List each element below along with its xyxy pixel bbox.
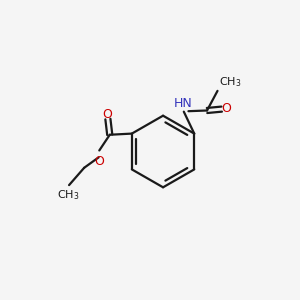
Text: O: O bbox=[94, 154, 104, 168]
Text: CH$_3$: CH$_3$ bbox=[57, 189, 79, 202]
Text: HN: HN bbox=[173, 97, 192, 110]
Text: CH$_3$: CH$_3$ bbox=[219, 75, 242, 88]
Text: O: O bbox=[221, 102, 231, 115]
Text: O: O bbox=[102, 108, 112, 122]
